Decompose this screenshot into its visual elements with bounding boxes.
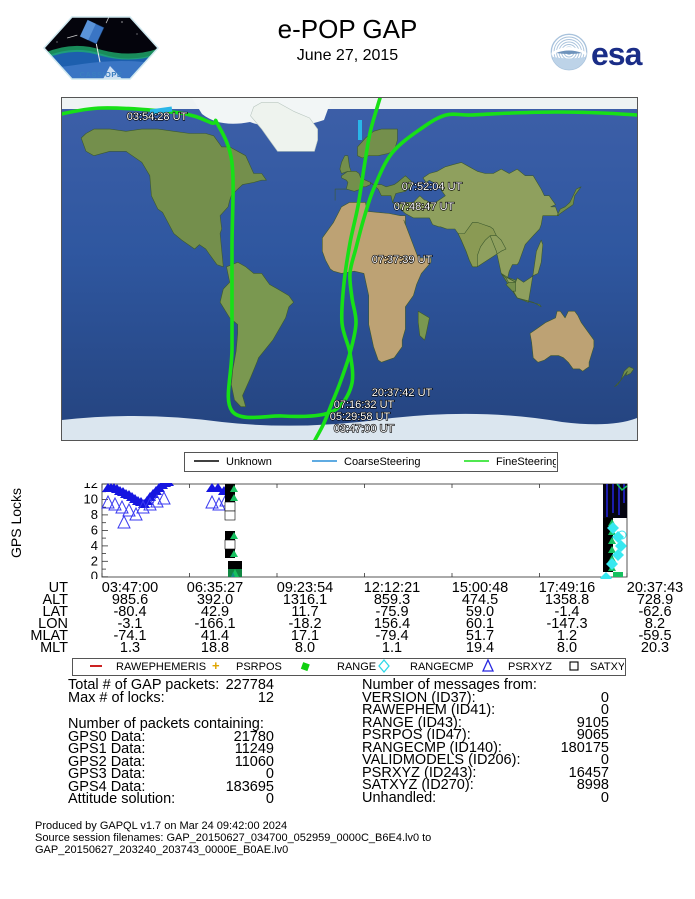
- svg-text:MLT: MLT: [40, 640, 68, 652]
- svg-text:+: +: [212, 658, 220, 673]
- svg-text:RANGECMP: RANGECMP: [410, 661, 474, 673]
- svg-text:RAWEPHEMERIS: RAWEPHEMERIS: [116, 661, 206, 673]
- svg-text:18.8: 18.8: [201, 640, 229, 652]
- svg-text:Source session filenames: GAP_: Source session filenames: GAP_20150627_0…: [35, 832, 431, 844]
- svg-text:GAP_20150627_203240_203743_000: GAP_20150627_203240_203743_0000E_B0AE.lv…: [35, 844, 288, 856]
- svg-text:PSRXYZ: PSRXYZ: [508, 661, 552, 673]
- svg-text:19.4: 19.4: [466, 640, 494, 652]
- svg-text:07:37:39 UT: 07:37:39 UT: [372, 254, 433, 266]
- svg-text:07:16:32 UT: 07:16:32 UT: [334, 399, 395, 411]
- svg-text:esa: esa: [591, 36, 643, 72]
- svg-text:1.1: 1.1: [382, 640, 402, 652]
- svg-text:0: 0: [601, 790, 609, 806]
- svg-text:0: 0: [91, 569, 98, 579]
- svg-text:20:37:42 UT: 20:37:42 UT: [372, 387, 433, 399]
- svg-text:0: 0: [266, 791, 274, 807]
- svg-text:RANGE: RANGE: [337, 661, 376, 673]
- svg-text:12: 12: [258, 690, 274, 706]
- svg-text:Unknown: Unknown: [226, 456, 272, 468]
- svg-text:03:47:00 UT: 03:47:00 UT: [334, 423, 395, 435]
- svg-text:8.0: 8.0: [295, 640, 315, 652]
- svg-text:Attitude solution:: Attitude solution:: [68, 791, 175, 807]
- svg-text:10: 10: [84, 492, 98, 507]
- svg-text:Produced by GAPQL v1.7 on Mar: Produced by GAPQL v1.7 on Mar 24 09:42:0…: [35, 820, 287, 832]
- svg-text:PSRPOS: PSRPOS: [236, 661, 282, 673]
- svg-text:07:52:04 UT: 07:52:04 UT: [402, 181, 463, 193]
- svg-text:03:54:28 UT: 03:54:28 UT: [127, 111, 188, 123]
- svg-text:Unhandled:: Unhandled:: [362, 790, 436, 806]
- svg-text:1.3: 1.3: [120, 640, 140, 652]
- svg-text:CoarseSteering: CoarseSteering: [344, 456, 420, 468]
- svg-text:07:48:47 UT: 07:48:47 UT: [394, 201, 455, 213]
- svg-text:SATXYZ: SATXYZ: [590, 661, 624, 673]
- svg-text:05:29:58 UT: 05:29:58 UT: [330, 411, 391, 423]
- svg-text:20.3: 20.3: [641, 640, 669, 652]
- svg-text:2: 2: [91, 553, 98, 568]
- svg-text:CASSIOPE: CASSIOPE: [80, 70, 123, 79]
- svg-text:8.0: 8.0: [557, 640, 577, 652]
- svg-text:6: 6: [91, 522, 98, 537]
- svg-text:8: 8: [91, 507, 98, 522]
- svg-text:FineSteering: FineSteering: [496, 456, 556, 468]
- svg-text:12: 12: [84, 483, 98, 491]
- svg-text:4: 4: [91, 538, 98, 553]
- svg-text:Max # of locks:: Max # of locks:: [68, 690, 165, 706]
